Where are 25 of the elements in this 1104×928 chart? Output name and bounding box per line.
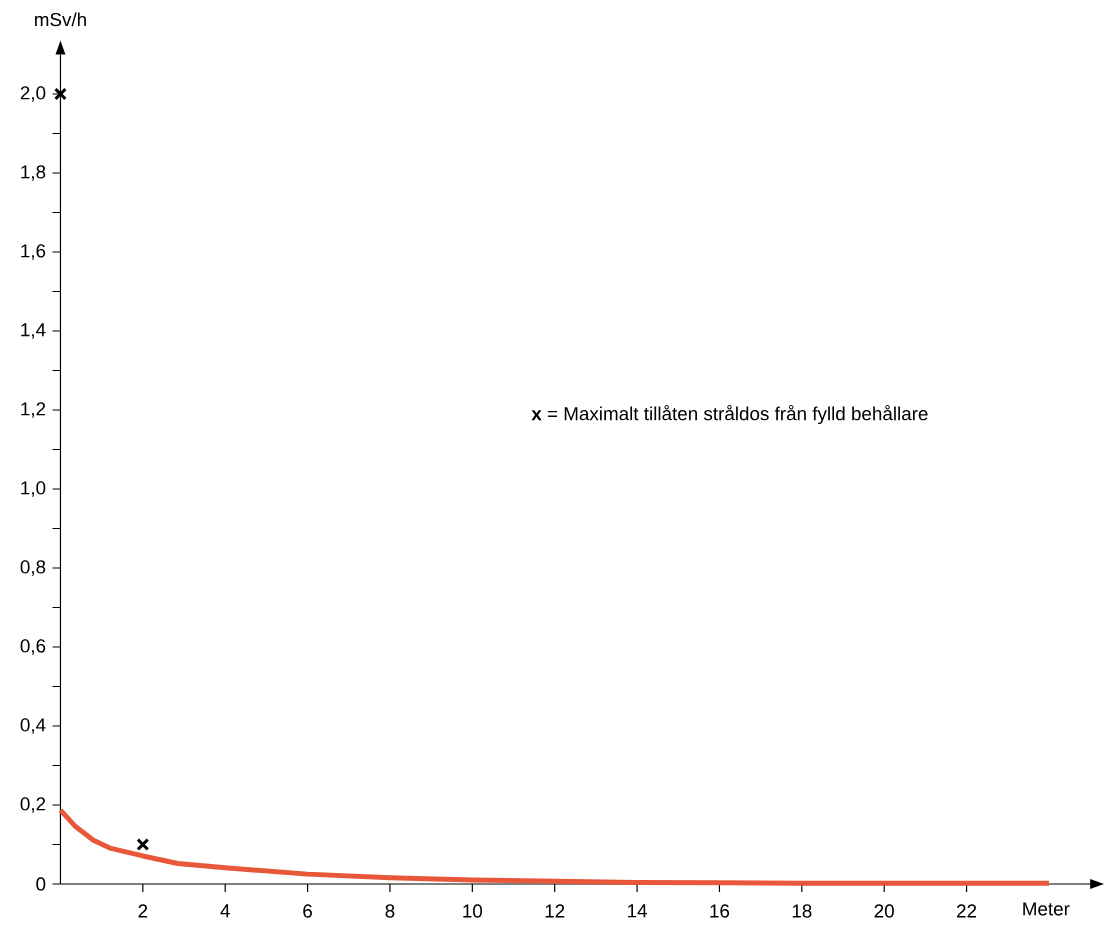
y-tick-label: 1,4: [21, 323, 46, 339]
x-tick-label: 2: [138, 904, 148, 918]
x-tick-label: 6: [303, 904, 312, 918]
x-tick-label: 22: [957, 904, 977, 918]
y-tick-label: 1,0: [21, 481, 46, 497]
annotation: x = Maximalt tillåten stråldos från fylld behållare: [531, 405, 928, 425]
y-tick-label: 0,2: [20, 797, 46, 813]
x-axis-title: Meter: [1023, 902, 1070, 916]
x-tick-label: 18: [792, 904, 812, 918]
y-tick-label: 2,0: [20, 86, 46, 102]
y-axis-title: mSv/h: [35, 12, 86, 27]
x-tick-label: 16: [710, 904, 730, 918]
x-tick-label: 4: [220, 904, 230, 918]
y-tick-label: 0,6: [20, 639, 46, 655]
x-tick-label: 14: [628, 904, 647, 918]
y-tick-label: 0,8: [20, 560, 46, 576]
x-tick-label: 10: [463, 904, 483, 918]
y-tick-label: 1,2: [21, 402, 46, 418]
x-tick-label: 20: [874, 904, 894, 918]
y-tick-label: 0,4: [20, 718, 46, 734]
x-tick-label: 8: [385, 904, 395, 918]
y-tick-label: 1,6: [21, 244, 46, 260]
x-tick-label: 12: [545, 904, 565, 918]
y-tick-label: 1,8: [21, 165, 46, 181]
y-tick-label: 0: [36, 877, 46, 891]
